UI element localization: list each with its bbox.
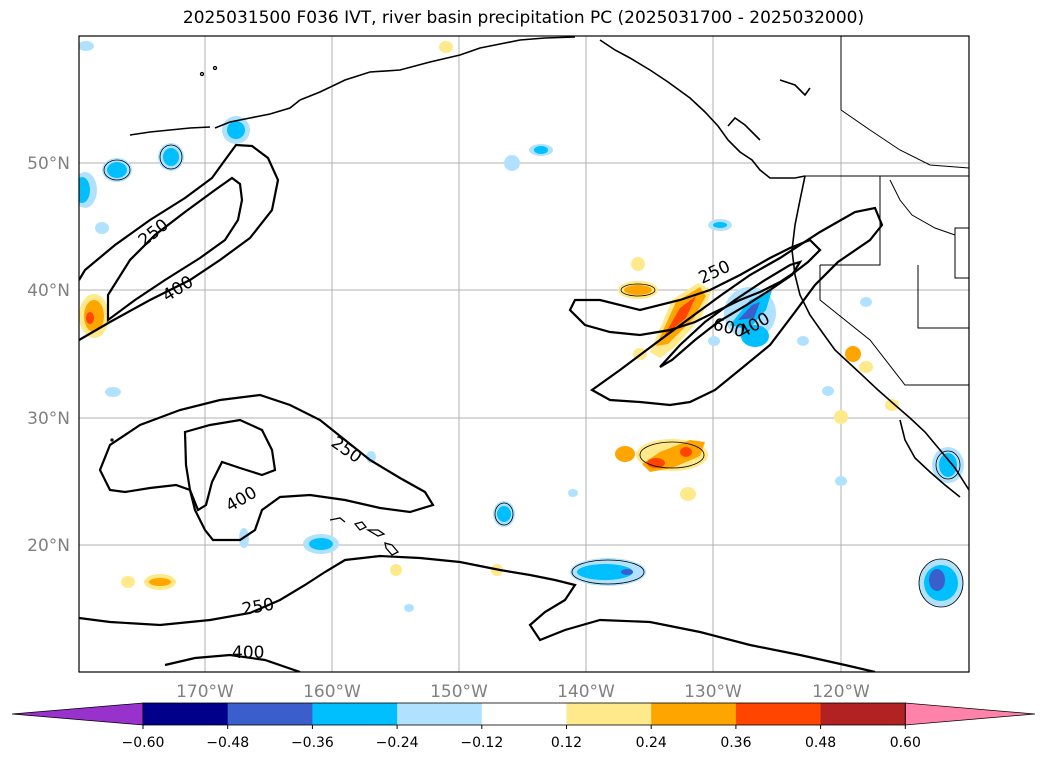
colorbar-segment <box>481 703 567 725</box>
colorbar-segment <box>566 703 652 725</box>
colorbar-tick-label: 0.48 <box>805 735 836 751</box>
colorbar-tick-label: 0.24 <box>636 735 667 751</box>
colorbar-segment <box>735 703 822 725</box>
islands <box>110 65 400 556</box>
colorbar-segment <box>820 703 906 725</box>
colorbar-tick-label: −0.24 <box>376 735 419 751</box>
political-borders <box>805 36 969 386</box>
lon-label: 140°W <box>557 682 615 702</box>
lon-label: 130°W <box>684 682 742 702</box>
colorbar-segment <box>397 703 483 725</box>
colorbar-tick-label: −0.36 <box>291 735 334 751</box>
contour-label: 400 <box>232 643 264 663</box>
colorbar-tick-label: −0.60 <box>122 735 165 751</box>
lon-label: 120°W <box>812 682 870 702</box>
lat-label: 20°N <box>27 536 70 556</box>
ivt-contours <box>79 143 884 672</box>
longitude-labels: 170°W 160°W 150°W 140°W 130°W 120°W <box>176 682 870 702</box>
lat-label: 50°N <box>27 154 70 174</box>
lon-label: 160°W <box>303 682 361 702</box>
map-title: 2025031500 F036 IVT, river basin precipi… <box>182 8 865 28</box>
colorbar-extend-low <box>11 702 144 726</box>
lat-label: 30°N <box>27 409 70 429</box>
colorbar-tick-label: −0.48 <box>206 735 249 751</box>
colorbar-segment <box>651 703 737 725</box>
lon-label: 150°W <box>430 682 488 702</box>
colorbar-extend-high <box>904 702 1036 726</box>
colorbar: −0.60 −0.48 −0.36 −0.24 −0.12 0.12 0.24 0.36 0.4… <box>11 702 1036 751</box>
negative-precip-patches <box>79 41 964 612</box>
colorbar-tick-label: 0.36 <box>720 735 751 751</box>
latitude-labels: 50°N 40°N 30°N 20°N <box>27 154 70 556</box>
colorbar-tick-label: 0.60 <box>890 735 921 751</box>
colorbar-frame <box>142 702 906 726</box>
lon-label: 170°W <box>176 682 234 702</box>
patch-outlines <box>103 144 964 608</box>
colorbar-segment <box>227 703 313 725</box>
map-area <box>79 36 969 672</box>
colorbar-segment <box>312 703 398 725</box>
colorbar-tick-label: 0.12 <box>551 735 582 751</box>
colorbar-segment <box>143 703 229 725</box>
colorbar-tick-label: −0.12 <box>460 735 503 751</box>
map-frame <box>78 35 970 673</box>
lat-label: 40°N <box>27 281 70 301</box>
